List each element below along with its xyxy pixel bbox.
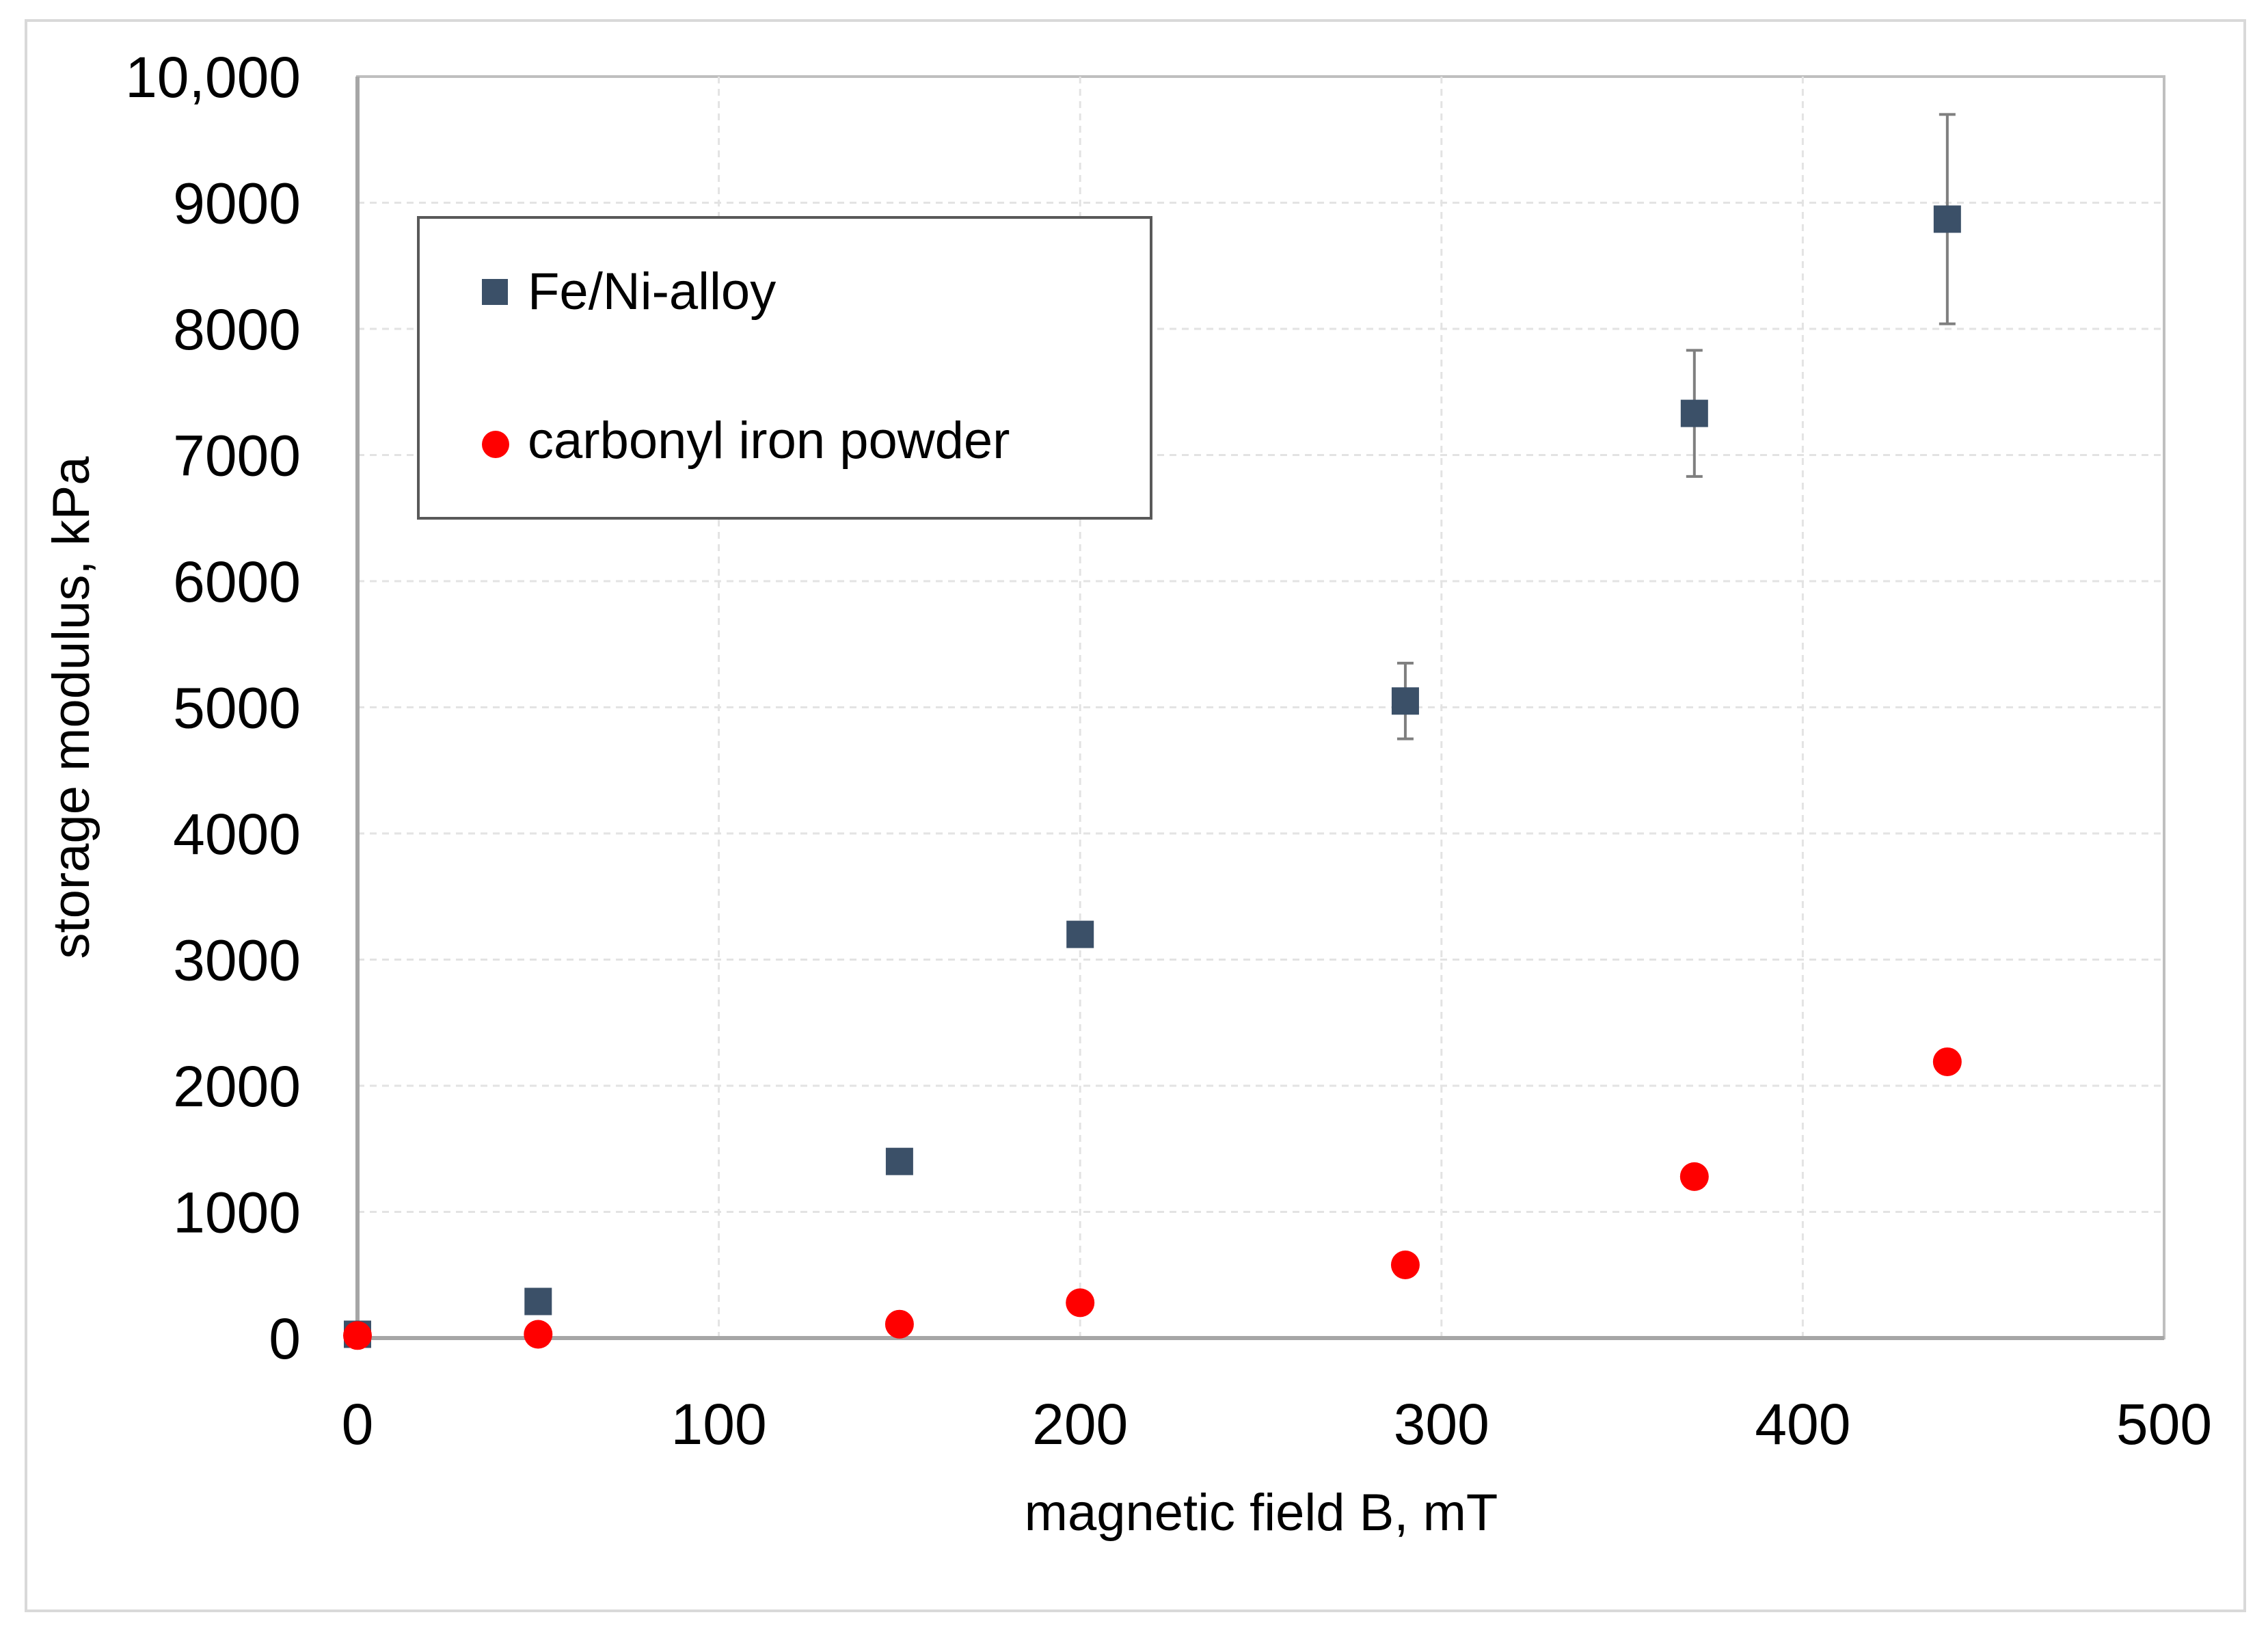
carbonyl-iron-powder-point <box>1679 1162 1709 1191</box>
carbonyl-iron-powder-point <box>1932 1047 1962 1076</box>
x-tick-label: 500 <box>2116 1392 2212 1456</box>
carbonyl-iron-powder-point <box>1390 1250 1420 1279</box>
y-tick-label: 10,000 <box>125 45 301 109</box>
fe-ni-alloy-point <box>1066 920 1094 948</box>
fe-ni-alloy-point <box>885 1147 913 1175</box>
fe-ni-alloy-point <box>1391 687 1419 715</box>
legend-marker-circle <box>482 431 509 458</box>
data-markers <box>343 205 1962 1350</box>
carbonyl-iron-powder-point <box>1066 1288 1095 1318</box>
x-tick-labels: 0 100 200 300 400 500 <box>342 1392 2212 1456</box>
y-tick-label: 8000 <box>173 297 301 362</box>
x-tick-label: 300 <box>1394 1392 1489 1456</box>
x-tick-label: 400 <box>1755 1392 1850 1456</box>
x-tick-label: 0 <box>342 1392 374 1456</box>
legend: Fe/Ni-alloy carbonyl iron powder <box>417 216 1152 520</box>
y-tick-label: 1000 <box>173 1181 301 1245</box>
fe-ni-alloy-point <box>524 1287 552 1315</box>
legend-box <box>417 216 1152 520</box>
y-tick-label: 3000 <box>173 928 301 993</box>
y-tick-label: 2000 <box>173 1054 301 1119</box>
legend-marker-square <box>482 279 508 305</box>
y-tick-label: 9000 <box>173 172 301 236</box>
y-tick-label: 0 <box>269 1307 301 1371</box>
grid-lines <box>357 77 2164 1338</box>
x-axis-title: magnetic field B, mT <box>1025 1484 1498 1542</box>
carbonyl-iron-powder-point <box>524 1320 553 1349</box>
carbonyl-iron-powder-point <box>343 1321 372 1350</box>
fe-ni-alloy-point <box>1680 399 1708 427</box>
carbonyl-iron-powder-point <box>885 1309 914 1339</box>
y-tick-label: 5000 <box>173 676 301 740</box>
legend-label-carbonyl-iron-powder: carbonyl iron powder <box>528 412 1010 470</box>
y-tick-labels: 0 1000 2000 3000 4000 5000 6000 7000 8000 9000 10,… <box>125 45 301 1371</box>
legend-label-fe-ni-alloy: Fe/Ni-alloy <box>528 263 776 321</box>
x-tick-label: 100 <box>671 1392 767 1456</box>
x-tick-label: 200 <box>1032 1392 1128 1456</box>
y-tick-label: 4000 <box>173 802 301 866</box>
y-axis-title: storage modulus, kPa <box>42 456 100 959</box>
y-tick-label: 7000 <box>173 424 301 488</box>
y-tick-label: 6000 <box>173 550 301 614</box>
fe-ni-alloy-point <box>1933 205 1961 233</box>
